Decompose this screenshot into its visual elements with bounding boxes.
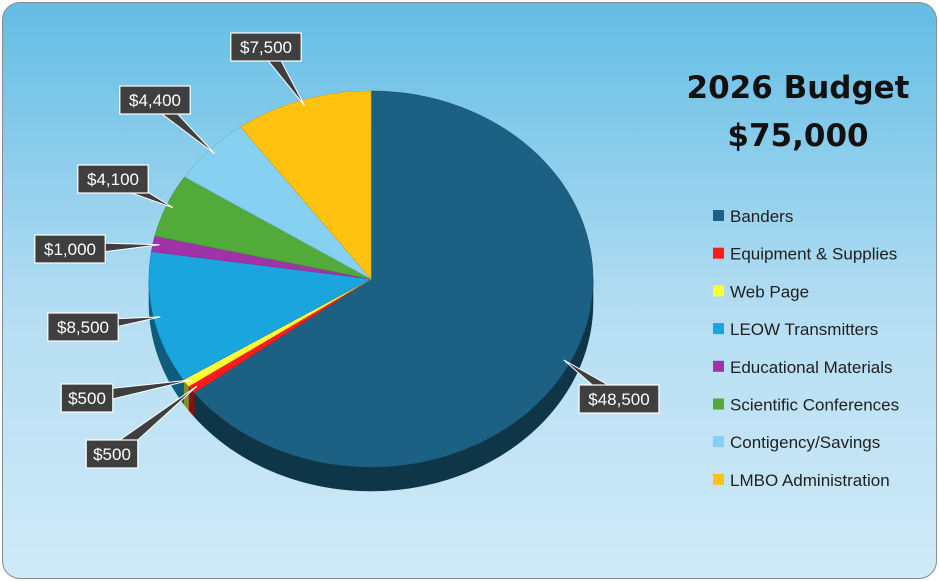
data-label-text: $7,500 [240,38,292,57]
pie-slices [148,90,594,468]
data-label-box [47,312,119,342]
data-label-3: $8,500 [47,312,161,342]
legend-label: Educational Materials [730,358,893,377]
data-label-0: $48,500 [563,359,660,414]
legend: Banders Equipment & Supplies Web Page LEOW … [713,207,899,490]
legend-swatch [713,360,724,372]
legend-label: Equipment & Supplies [730,245,897,264]
legend-label: Contigency/Savings [730,433,880,452]
data-label-box [34,234,106,264]
legend-item: Scientific Conferences [713,396,899,415]
legend-label: LMBO Administration [730,471,890,490]
data-label-box [85,439,139,469]
data-label-5: $4,100 [77,164,174,209]
data-label-box [77,164,149,194]
data-label-2: $500 [60,379,192,413]
data-label-text: $8,500 [57,318,109,337]
legend-swatch [713,473,724,485]
data-label-box [60,383,114,413]
data-labels: $48,500 $500 $500 $8,500 $1,000 $4,100 $4,400 $… [34,32,660,469]
legend-swatch [713,210,724,221]
legend-swatch [713,323,724,335]
data-label-6: $4,400 [119,85,215,154]
legend-label: Banders [730,207,793,226]
legend-item: Educational Materials [713,358,893,377]
data-label-text: $4,400 [129,91,181,110]
legend-swatch [713,247,724,259]
legend-item: Web Page [713,282,809,301]
legend-item: LMBO Administration [713,471,890,490]
legend-label: Web Page [730,282,809,301]
data-label-box [230,32,302,62]
chart-subtitle: $75,000 [727,118,868,154]
data-label-box [578,384,660,414]
legend-label: Scientific Conferences [730,396,899,415]
data-label-7: $7,500 [230,32,305,106]
legend-item: LEOW Transmitters [713,320,878,339]
legend-swatch [713,285,724,297]
chart-title: 2026 Budget [687,70,910,106]
legend-swatch [713,436,724,448]
data-label-text: $48,500 [588,390,649,409]
legend-item: Contigency/Savings [713,433,880,452]
data-label-4: $1,000 [34,234,160,264]
data-label-1: $500 [85,385,198,469]
legend-item: Equipment & Supplies [713,245,897,264]
budget-pie-chart: $48,500 $500 $500 $8,500 $1,000 $4,100 $4,400 $… [34,32,910,492]
legend-swatch [713,398,724,410]
legend-label: LEOW Transmitters [730,320,878,339]
data-label-text: $500 [93,445,131,464]
data-label-box [119,85,191,115]
data-label-text: $1,000 [44,240,96,259]
legend-item: Banders [713,207,793,226]
data-label-text: $500 [68,389,106,408]
data-label-text: $4,100 [87,170,139,189]
pie-slice-0 [193,90,594,468]
pie-slice-7 [240,90,372,280]
